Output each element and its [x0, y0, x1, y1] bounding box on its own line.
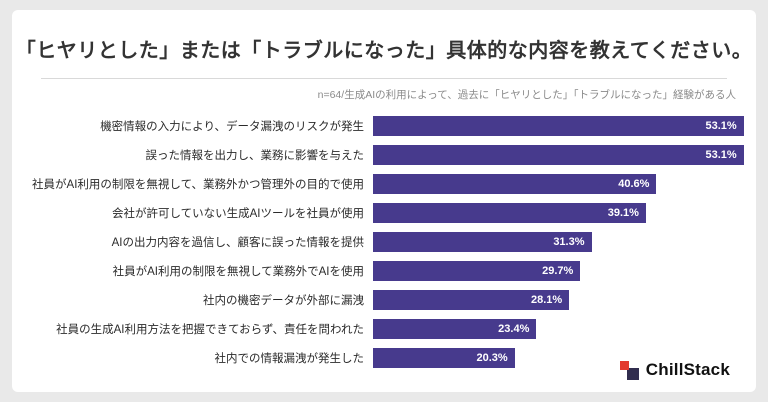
value-label: 29.7%: [542, 264, 574, 277]
bar-row: 社員がAI利用の制限を無視して業務外でAIを使用 29.7%: [12, 256, 750, 285]
value-label: 39.1%: [607, 206, 639, 219]
page-title: 「ヒヤリとした」または「トラブルになった」具体的な内容を教えてください。: [15, 40, 753, 62]
bar: 20.3%: [373, 347, 515, 368]
chart-subtitle: n=64/生成AIの利用によって、過去に「ヒヤリとした」「トラブルになった」経験…: [317, 89, 736, 101]
category-label: 機密情報の入力により、データ漏洩のリスクが発生: [100, 120, 364, 133]
chillstack-logo-icon: [619, 360, 639, 380]
brand-logo: ChillStack: [619, 360, 730, 380]
value-label: 40.6%: [618, 177, 650, 190]
title-divider: [41, 78, 727, 79]
bar-row: 社員の生成AI利用方法を把握できておらず、責任を問われた 23.4%: [12, 314, 750, 343]
value-label: 53.1%: [705, 119, 737, 132]
bar: 29.7%: [373, 260, 581, 281]
bar-track: 31.3%: [373, 231, 750, 252]
category-label: 社員の生成AI利用方法を把握できておらず、責任を問われた: [56, 323, 364, 336]
category-label: 会社が許可していない生成AIツールを社員が使用: [111, 207, 364, 220]
bar: 23.4%: [373, 318, 537, 339]
bar: 40.6%: [373, 173, 657, 194]
bar-chart: 機密情報の入力により、データ漏洩のリスクが発生 53.1% 誤った情報を出力し、業務…: [12, 111, 756, 372]
bar-track: 53.1%: [373, 115, 750, 136]
value-label: 28.1%: [530, 293, 563, 306]
category-label: 社内の機密データが外部に漏洩: [203, 294, 364, 307]
value-label: 31.3%: [553, 235, 585, 248]
bar-row: 社員がAI利用の制限を無視して、業務外かつ管理外の目的で使用 40.6%: [12, 169, 750, 198]
bar-track: 53.1%: [373, 144, 750, 165]
bar-row: 機密情報の入力により、データ漏洩のリスクが発生 53.1%: [12, 111, 750, 140]
category-label: AIの出力内容を過信し、顧客に誤った情報を提供: [111, 236, 364, 249]
logo-red-square: [619, 360, 629, 370]
bar: 31.3%: [373, 231, 592, 252]
category-label: 社員がAI利用の制限を無視して、業務外かつ管理外の目的で使用: [32, 178, 364, 191]
bar: 53.1%: [373, 115, 744, 136]
logo-dark-square: [626, 367, 639, 380]
category-label: 誤った情報を出力し、業務に影響を与えた: [145, 149, 365, 162]
bar: 28.1%: [373, 289, 570, 310]
bar-track: 29.7%: [373, 260, 750, 281]
bar-track: 23.4%: [373, 318, 750, 339]
bar-track: 40.6%: [373, 173, 750, 194]
bar-track: 28.1%: [373, 289, 750, 310]
bar: 53.1%: [373, 144, 744, 165]
value-label: 53.1%: [705, 148, 737, 161]
bar-row: 誤った情報を出力し、業務に影響を与えた 53.1%: [12, 140, 750, 169]
bar-row: AIの出力内容を過信し、顧客に誤った情報を提供 31.3%: [12, 227, 750, 256]
bar-track: 20.3%: [373, 347, 750, 368]
bar-track: 39.1%: [373, 202, 750, 223]
category-label: 社内での情報漏洩が発生した: [214, 352, 365, 365]
bar-row: 会社が許可していない生成AIツールを社員が使用 39.1%: [12, 198, 750, 227]
chart-card: 「ヒヤリとした」または「トラブルになった」具体的な内容を教えてください。 n=6…: [12, 10, 756, 392]
value-label: 23.4%: [498, 322, 530, 335]
bar-row: 社内での情報漏洩が発生した 20.3%: [12, 343, 750, 372]
bar-row: 社内の機密データが外部に漏洩 28.1%: [12, 285, 750, 314]
category-label: 社員がAI利用の制限を無視して業務外でAIを使用: [112, 265, 364, 278]
brand-logo-text: ChillStack: [645, 360, 730, 379]
value-label: 20.3%: [476, 351, 508, 364]
bar: 39.1%: [373, 202, 646, 223]
